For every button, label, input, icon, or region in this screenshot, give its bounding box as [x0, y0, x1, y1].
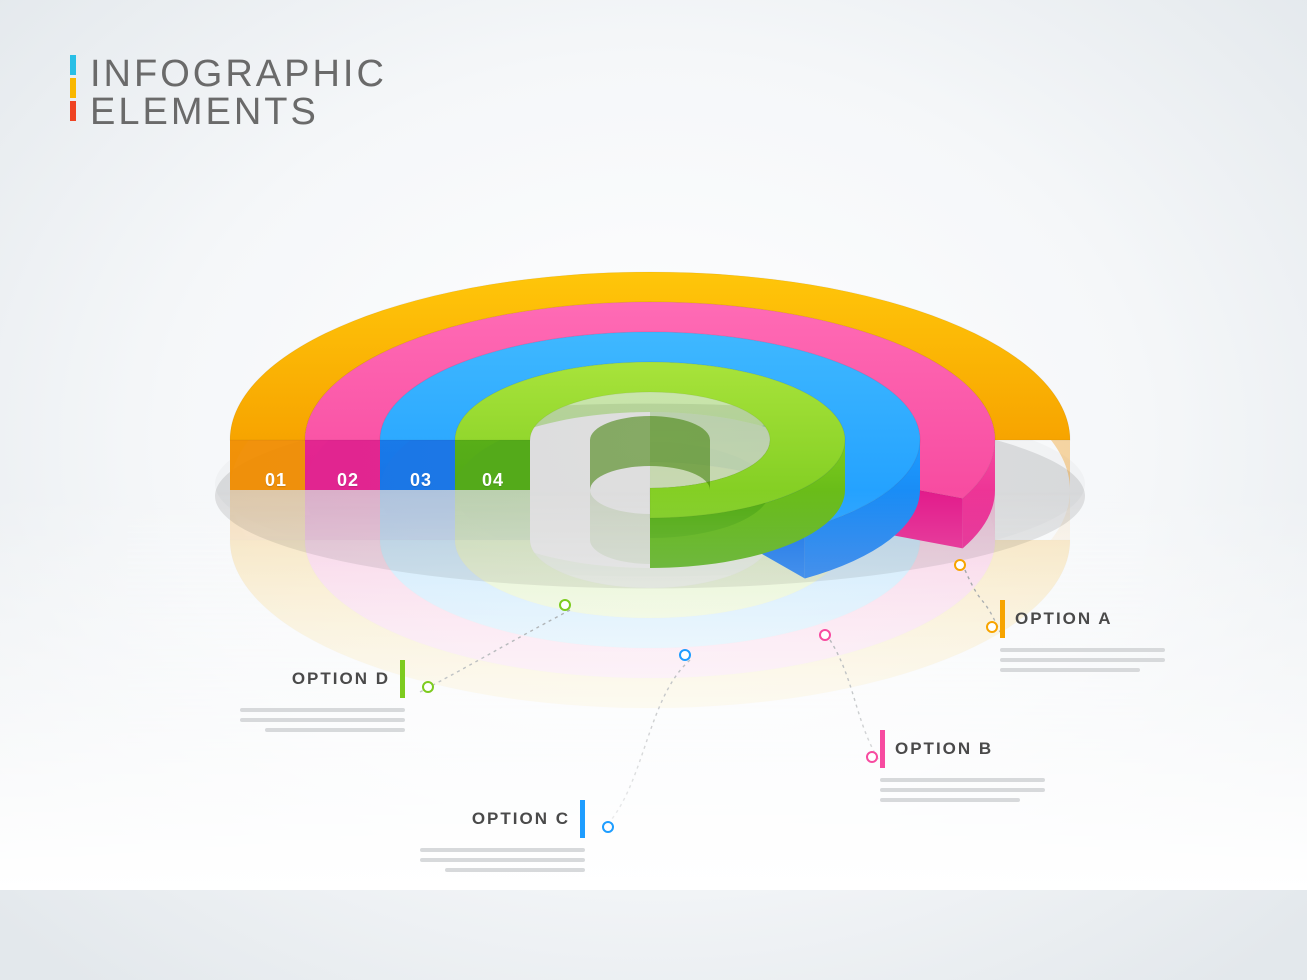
- ring-chart: [0, 0, 1307, 980]
- ring-number-03: 03: [410, 470, 432, 491]
- option-D: OPTION D: [35, 660, 405, 732]
- option-label-A: OPTION A: [1015, 609, 1113, 629]
- option-A: OPTION A: [1000, 600, 1165, 672]
- option-label-C: OPTION C: [472, 809, 570, 829]
- connector-dot-A: [986, 621, 998, 633]
- connector-dot-B: [866, 751, 878, 763]
- option-B: OPTION B: [880, 730, 1045, 802]
- option-placeholder-C: [215, 848, 585, 872]
- connector-dot-C: [679, 649, 691, 661]
- option-C: OPTION C: [215, 800, 585, 872]
- ring-number-04: 04: [482, 470, 504, 491]
- option-label-D: OPTION D: [292, 669, 390, 689]
- option-label-B: OPTION B: [895, 739, 993, 759]
- connector-dot-C: [602, 821, 614, 833]
- option-bar-C: [580, 800, 585, 838]
- option-bar-B: [880, 730, 885, 768]
- connector-dot-D: [422, 681, 434, 693]
- connector-dot-A: [954, 559, 966, 571]
- ring-number-01: 01: [265, 470, 287, 491]
- option-placeholder-A: [1000, 648, 1165, 672]
- option-placeholder-B: [880, 778, 1045, 802]
- option-bar-D: [400, 660, 405, 698]
- option-bar-A: [1000, 600, 1005, 638]
- connector-dot-D: [559, 599, 571, 611]
- option-placeholder-D: [35, 708, 405, 732]
- ring-number-02: 02: [337, 470, 359, 491]
- connector-dot-B: [819, 629, 831, 641]
